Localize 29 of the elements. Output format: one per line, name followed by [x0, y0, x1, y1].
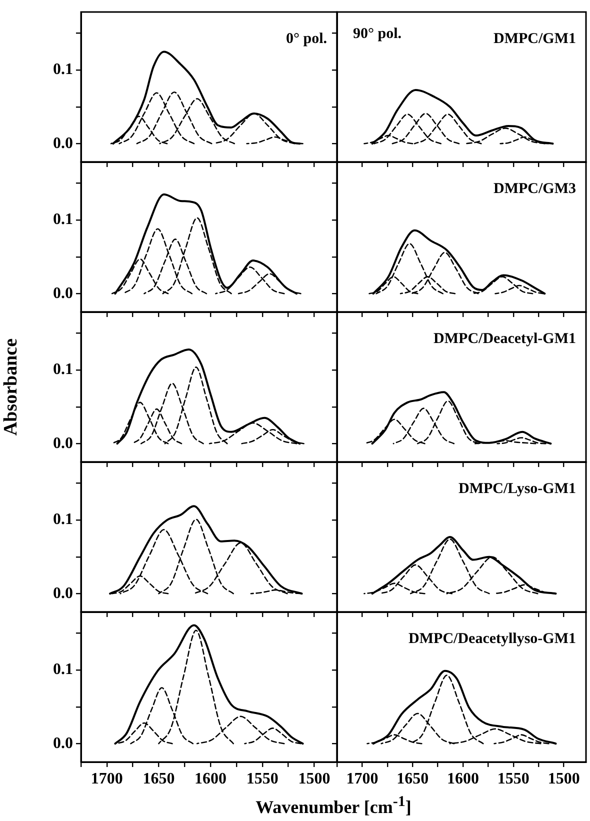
x-tick-label: 1550: [497, 770, 530, 788]
x-tick-label: 1500: [298, 770, 330, 788]
annotation: DMPC/Deacetyl-GM1: [434, 331, 576, 347]
y-tick-label: 0.1: [53, 61, 73, 78]
annotation: 90° pol.: [353, 26, 402, 42]
annotation: DMPC/Lyso-GM1: [458, 481, 576, 497]
y-tick-label: 0.0: [53, 584, 73, 602]
x-tick-label: 1650: [396, 770, 429, 788]
annotation: DMPC/GM3: [494, 181, 576, 197]
y-tick-label: 0.0: [53, 284, 73, 302]
annotation: DMPC/Deacetyllyso-GM1: [408, 631, 576, 647]
y-axis-title: Absorbance: [0, 338, 22, 436]
y-tick-label: 0.1: [53, 361, 73, 378]
y-tick-label: 0.1: [53, 511, 73, 528]
annotation: 0° pol.: [286, 31, 328, 47]
x-tick-label: 1700: [346, 770, 378, 788]
x-tick-label: 1700: [90, 770, 123, 788]
y-tick-label: 0.1: [53, 661, 73, 678]
x-axis-title: Wavenumber [cm$^{-1}$]: [254, 794, 412, 818]
x-tick-label: 1600: [194, 770, 227, 788]
y-tick-label: 0.0: [53, 734, 73, 752]
y-tick-label: 0.0: [53, 434, 73, 452]
x-tick-label: 1550: [246, 770, 278, 788]
x-tick-label: 1650: [142, 770, 175, 788]
annotation: DMPC/GM1: [494, 31, 576, 47]
x-tick-label: 1600: [447, 770, 480, 788]
x-tick-label: 1500: [548, 770, 580, 788]
y-tick-label: 0.1: [53, 211, 73, 228]
y-tick-label: 0.0: [53, 134, 73, 152]
